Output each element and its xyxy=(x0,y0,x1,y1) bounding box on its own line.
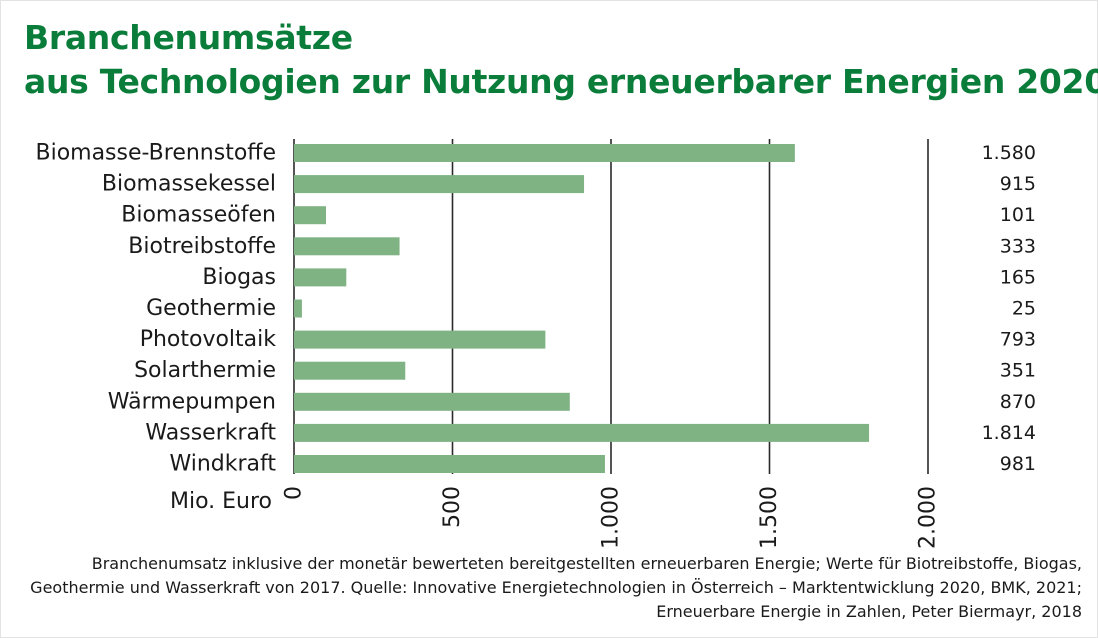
chart-title: Branchenumsätze aus Technologien zur Nut… xyxy=(24,16,1098,104)
bar xyxy=(294,330,546,349)
tick-labels: 0 500 1.000 1.500 2.000 xyxy=(282,486,941,549)
bar xyxy=(294,268,347,287)
tick-label: 1.000 xyxy=(599,486,624,549)
bar xyxy=(294,206,327,225)
x-axis-label: Mio. Euro xyxy=(170,489,272,514)
grid-lines xyxy=(293,139,929,474)
category-label: Biomasseöfen xyxy=(121,203,276,228)
tick-label: 1.500 xyxy=(757,486,782,549)
tick-label: 0 xyxy=(282,486,307,500)
value-label: 165 xyxy=(1000,266,1036,288)
value-label: 870 xyxy=(1000,391,1036,413)
footnote-line1: Branchenumsatz inklusive der monetär bew… xyxy=(91,554,1082,573)
bar xyxy=(294,423,870,442)
bars xyxy=(294,144,870,473)
category-label: Biomassekessel xyxy=(102,172,276,197)
value-label: 1.814 xyxy=(982,422,1036,444)
footnote-line2: Geothermie und Wasserkraft von 2017. Que… xyxy=(30,578,1082,597)
category-label: Wärmepumpen xyxy=(108,389,276,414)
tick-label: 500 xyxy=(440,486,465,528)
footnote-line3: Erneuerbare Energie in Zahlen, Peter Bie… xyxy=(656,602,1082,621)
value-label: 333 xyxy=(1000,235,1036,257)
category-labels: Biomasse-Brennstoffe Biomassekessel Biomas… xyxy=(35,141,276,477)
category-label: Windkraft xyxy=(169,452,276,477)
value-label: 793 xyxy=(1000,329,1036,351)
value-label: 981 xyxy=(1000,453,1036,475)
bar xyxy=(294,361,406,380)
category-label: Biomasse-Brennstoffe xyxy=(35,141,276,166)
bar xyxy=(294,299,302,318)
category-label: Biotreibstoffe xyxy=(128,234,276,259)
category-label: Solarthermie xyxy=(134,358,276,383)
category-label: Wasserkraft xyxy=(145,420,276,445)
value-label: 1.580 xyxy=(982,142,1036,164)
bar xyxy=(294,237,400,256)
value-label: 351 xyxy=(1000,360,1036,382)
category-label: Biogas xyxy=(202,265,276,290)
chart-title-line2: aus Technologien zur Nutzung erneuerbare… xyxy=(24,62,1098,101)
bar xyxy=(294,392,570,411)
category-label: Photovoltaik xyxy=(140,327,277,352)
chart-title-line1: Branchenumsätze xyxy=(24,18,353,57)
category-label: Geothermie xyxy=(146,296,276,321)
bar xyxy=(294,144,795,162)
value-label: 101 xyxy=(1000,204,1036,226)
value-label: 915 xyxy=(1000,173,1036,195)
footnote: Branchenumsatz inklusive der monetär bew… xyxy=(12,552,1082,624)
tick-label: 2.000 xyxy=(916,486,941,549)
bar xyxy=(294,455,605,473)
bar xyxy=(294,175,585,194)
value-label: 25 xyxy=(1012,298,1036,320)
value-labels: 1.580 915 101 333 165 25 793 351 870 1.814 981 xyxy=(982,142,1036,475)
